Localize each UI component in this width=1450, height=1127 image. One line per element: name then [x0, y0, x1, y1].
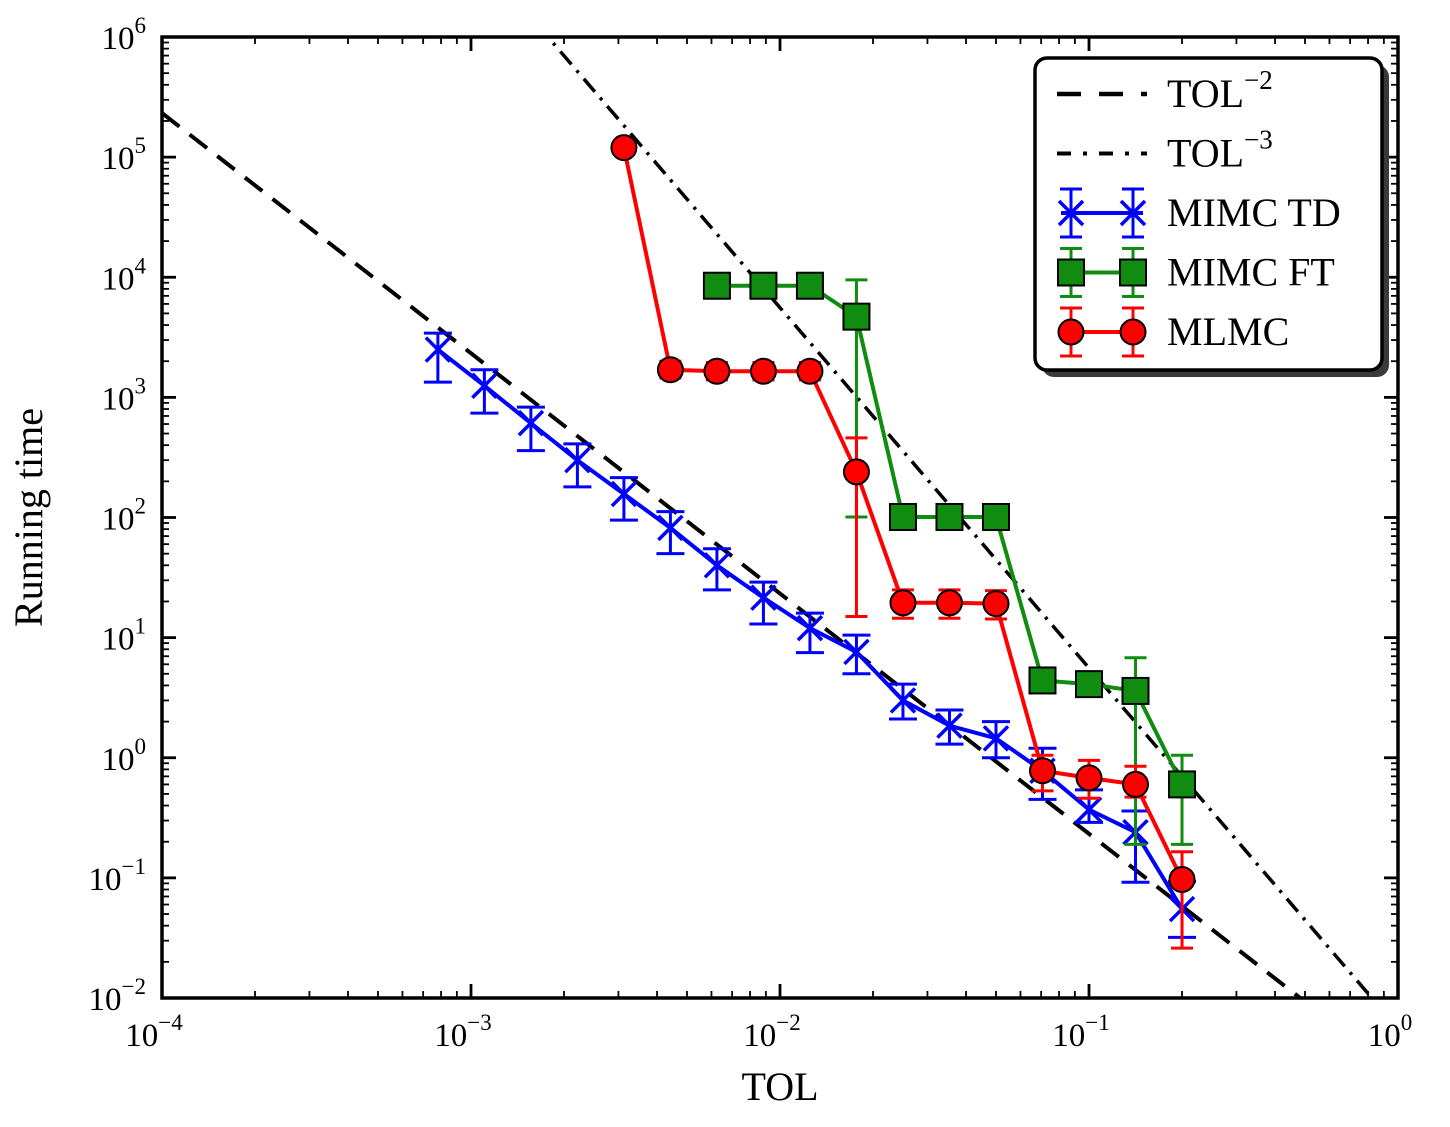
legend-item-mlmc: MLMC: [1057, 306, 1289, 358]
y-tick-label: 103: [102, 373, 147, 417]
mimc-ft-marker-icon: [935, 502, 964, 531]
y-axis-label: Running time: [6, 408, 51, 627]
legend-label: TOL−3: [1167, 125, 1273, 176]
errorbar-mimc-td: [470, 368, 499, 415]
mimc-td-marker-icon: [471, 372, 498, 399]
errorbar-mimc-td: [423, 331, 452, 384]
legend-label: TOL−2: [1167, 65, 1273, 116]
x-tick-label: 10−2: [743, 1010, 800, 1054]
y-tick-label: 104: [102, 253, 147, 297]
mlmc-marker-icon: [1075, 764, 1103, 792]
mlmc-legend-marker-icon: [1057, 318, 1085, 346]
mimc-ft-marker-icon: [1121, 676, 1150, 705]
y-tick-label: 102: [102, 494, 147, 538]
mimc-ft-marker-icon: [1168, 770, 1197, 799]
x-tick-label: 10−3: [434, 1010, 491, 1054]
y-tick-label: 105: [102, 133, 147, 177]
legend-label: MIMC TD: [1167, 190, 1341, 235]
legend-item-tol-3: TOL−3: [1057, 125, 1273, 176]
mimc-td-marker-icon: [796, 614, 824, 642]
mlmc-legend-marker-icon: [1119, 318, 1147, 346]
mlmc-marker-icon: [889, 589, 917, 617]
y-tick-label: 100: [102, 734, 147, 778]
mlmc-marker-icon: [796, 357, 824, 385]
refline-tol-2: [162, 111, 1304, 998]
x-tick-label: 10−4: [125, 1010, 183, 1054]
errorbar-mimc-td: [516, 405, 545, 453]
mimc-td-marker-icon: [750, 584, 777, 611]
errorbar-mimc-ft: [1171, 753, 1194, 846]
y-tick-label: 106: [102, 13, 147, 57]
mlmc-marker-icon: [1168, 865, 1196, 893]
errorbar-mimc-td: [795, 611, 824, 655]
mimc-ft-marker-icon: [795, 271, 824, 300]
legend: TOL−2 TOL−3 MIMC TD MIMC FT MLMC: [1033, 56, 1389, 377]
series-mlmc: [610, 134, 1196, 950]
errorbar-mimc-td: [656, 510, 685, 556]
mlmc-marker-icon: [982, 590, 1010, 618]
mimc-td-marker-icon: [889, 687, 917, 714]
reference-lines: [162, 37, 1375, 998]
mlmc-marker-icon: [1028, 757, 1056, 785]
series-mimc-ft: [702, 271, 1197, 846]
mimc-ft-marker-icon: [888, 502, 917, 531]
legend-item-mimc-td: MIMC TD: [1057, 187, 1341, 239]
mimc-ft-marker-icon: [1075, 670, 1103, 699]
mimc-ft-marker-icon: [749, 271, 778, 300]
mlmc-marker-icon: [656, 356, 684, 384]
legend-box: [1033, 56, 1384, 372]
mlmc-marker-icon: [842, 458, 870, 486]
errorbar-mimc-td: [749, 580, 778, 626]
y-tick-label: 101: [102, 614, 147, 658]
mlmc-marker-icon: [935, 589, 963, 617]
mlmc-marker-icon: [610, 134, 638, 162]
mimc-td-marker-icon: [703, 552, 731, 579]
mimc-td-marker-icon: [424, 336, 452, 363]
y-tick-label: 10−2: [89, 974, 146, 1018]
x-tick-label: 100: [1368, 1010, 1413, 1054]
mimc-ft-marker-icon: [1028, 666, 1057, 695]
mimc-td-marker-icon: [843, 638, 870, 666]
mimc-ft-legend-marker-icon: [1057, 258, 1085, 287]
mimc-ft-legend-marker-icon: [1119, 258, 1147, 287]
mimc-td-marker-icon: [1075, 796, 1103, 823]
mimc-td-marker-icon: [982, 725, 1010, 752]
refline-tol-3: [545, 37, 1375, 998]
mimc-ft-marker-icon: [842, 302, 871, 331]
axis-ticks: [160, 35, 1400, 1000]
y-tick-label: 10−1: [89, 854, 146, 898]
mimc-td-marker-icon: [936, 712, 963, 739]
mimc-td-marker-icon: [517, 409, 545, 437]
mlmc-marker-icon: [1122, 770, 1150, 798]
mimc-td-marker-icon: [564, 446, 591, 474]
mimc-td-legend-marker-icon: [1057, 199, 1085, 227]
mimc-td-marker-icon: [610, 480, 638, 508]
mimc-ft-marker-icon: [981, 502, 1010, 531]
errorbar-mimc-td: [702, 547, 731, 592]
errorbar-mimc-td: [609, 476, 638, 522]
legend-item-mimc-ft: MIMC FT: [1057, 247, 1335, 298]
mlmc-marker-icon: [749, 357, 777, 385]
errorbar-mimc-td: [842, 633, 871, 676]
legend-label: MLMC: [1167, 309, 1289, 354]
mimc-td-legend-marker-icon: [1119, 199, 1147, 227]
legend-item-tol-2: TOL−2: [1057, 65, 1273, 116]
mimc-td-marker-icon: [657, 514, 684, 542]
x-tick-label: 10−1: [1052, 1010, 1109, 1054]
legend-label: MIMC FT: [1167, 250, 1335, 295]
errorbar-mimc-td: [563, 442, 592, 489]
mimc-ft-marker-icon: [702, 271, 731, 300]
x-axis-label: TOL: [741, 1064, 818, 1109]
mlmc-marker-icon: [703, 357, 731, 385]
